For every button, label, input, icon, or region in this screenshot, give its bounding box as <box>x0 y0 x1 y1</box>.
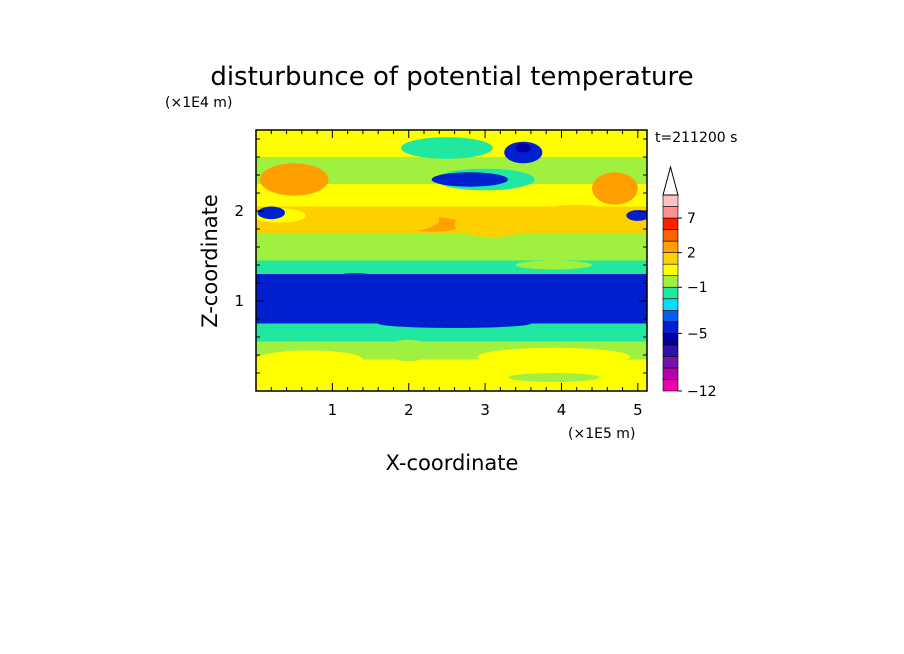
contour-feature <box>378 319 531 328</box>
contour-feature <box>508 373 600 382</box>
colorbar-label: −5 <box>687 326 708 342</box>
contour-feature <box>626 210 647 221</box>
contour-feature <box>347 207 440 233</box>
colorbar-swatch <box>662 206 679 219</box>
colorbar-label: −1 <box>687 280 708 296</box>
colorbar-swatch <box>662 298 679 311</box>
x-tick-label: 3 <box>480 401 490 419</box>
colorbar-swatch <box>662 229 679 242</box>
contour-feature <box>592 172 638 205</box>
x-unit-label: (×1E5 m) <box>568 426 635 442</box>
contour-band <box>256 274 647 324</box>
y-unit-label: (×1E4 m) <box>165 95 232 111</box>
contour-band <box>256 233 647 261</box>
y-tick-label: 1 <box>234 292 244 310</box>
axis-ticks: 1 2 3 4 5 1 2 <box>234 130 647 419</box>
contour-feature <box>332 273 379 284</box>
colorbar-label: 2 <box>687 246 696 262</box>
colorbar-swatch <box>662 333 679 346</box>
contour-feature <box>515 260 593 270</box>
contour-band <box>256 260 647 274</box>
colorbar-swatch <box>662 263 679 277</box>
x-tick-label: 2 <box>404 401 414 419</box>
x-tick-label: 1 <box>328 401 338 419</box>
contour-feature <box>431 172 509 187</box>
x-tick-label: 5 <box>633 401 643 419</box>
colorbar-swatch <box>662 321 679 334</box>
contour-feature <box>385 339 432 362</box>
y-tick-label: 2 <box>234 202 244 220</box>
x-tick-label: 4 <box>557 401 567 419</box>
colorbar-swatch <box>662 367 679 380</box>
colorbar-swatch <box>662 379 679 392</box>
contour-band <box>256 382 647 391</box>
colorbar-label: 7 <box>687 211 696 227</box>
plot-frame <box>255 129 648 392</box>
colorbar-swatch <box>662 240 679 253</box>
contour-feature <box>259 163 329 196</box>
colorbar-swatch <box>662 309 679 323</box>
colorbar-swatch <box>662 217 679 230</box>
colorbar-label: −12 <box>687 384 717 400</box>
contour-band <box>256 323 647 342</box>
contour-field <box>256 130 647 391</box>
colorbar-swatch <box>662 344 679 357</box>
colorbar: −12−5−127 <box>662 165 717 400</box>
y-axis-label: Z-coordinate <box>198 194 222 328</box>
colorbar-swatch <box>662 286 679 300</box>
contour-feature <box>454 211 531 238</box>
contour-feature <box>401 137 493 159</box>
colorbar-swatch <box>662 275 679 288</box>
colorbar-swatch <box>662 194 679 207</box>
colorbar-swatch <box>662 356 679 369</box>
contour-feature <box>256 350 363 369</box>
colorbar-swatch <box>662 252 679 265</box>
x-axis-label: X-coordinate <box>386 451 519 475</box>
colorbar-extend-arrow <box>662 165 679 196</box>
contour-feature <box>538 204 615 227</box>
contour-feature <box>515 143 531 153</box>
contour-feature <box>477 347 631 366</box>
contour-feature <box>257 206 286 220</box>
time-label: t=211200 s <box>655 130 737 146</box>
chart-title: disturbunce of potential temperature <box>210 62 693 92</box>
contour-band <box>256 184 647 207</box>
